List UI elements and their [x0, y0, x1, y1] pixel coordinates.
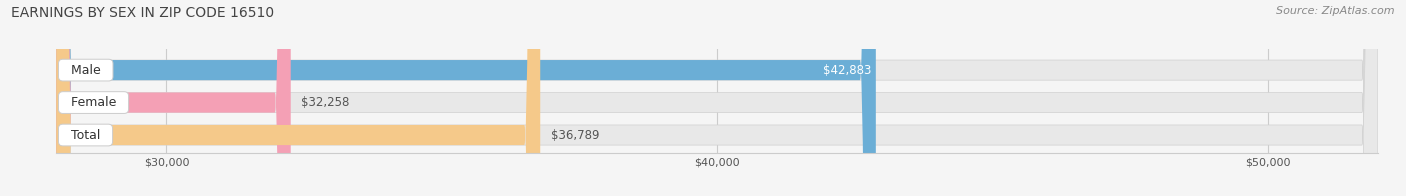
Text: Male: Male [63, 64, 108, 77]
Text: $42,883: $42,883 [824, 64, 872, 77]
Text: Total: Total [63, 129, 108, 142]
FancyBboxPatch shape [56, 0, 291, 196]
Text: $36,789: $36,789 [551, 129, 599, 142]
Text: EARNINGS BY SEX IN ZIP CODE 16510: EARNINGS BY SEX IN ZIP CODE 16510 [11, 6, 274, 20]
Text: $32,258: $32,258 [301, 96, 350, 109]
FancyBboxPatch shape [56, 0, 1378, 196]
FancyBboxPatch shape [56, 0, 540, 196]
FancyBboxPatch shape [56, 0, 1378, 196]
Text: Source: ZipAtlas.com: Source: ZipAtlas.com [1277, 6, 1395, 16]
FancyBboxPatch shape [56, 0, 1378, 196]
FancyBboxPatch shape [56, 0, 876, 196]
Text: Female: Female [63, 96, 124, 109]
